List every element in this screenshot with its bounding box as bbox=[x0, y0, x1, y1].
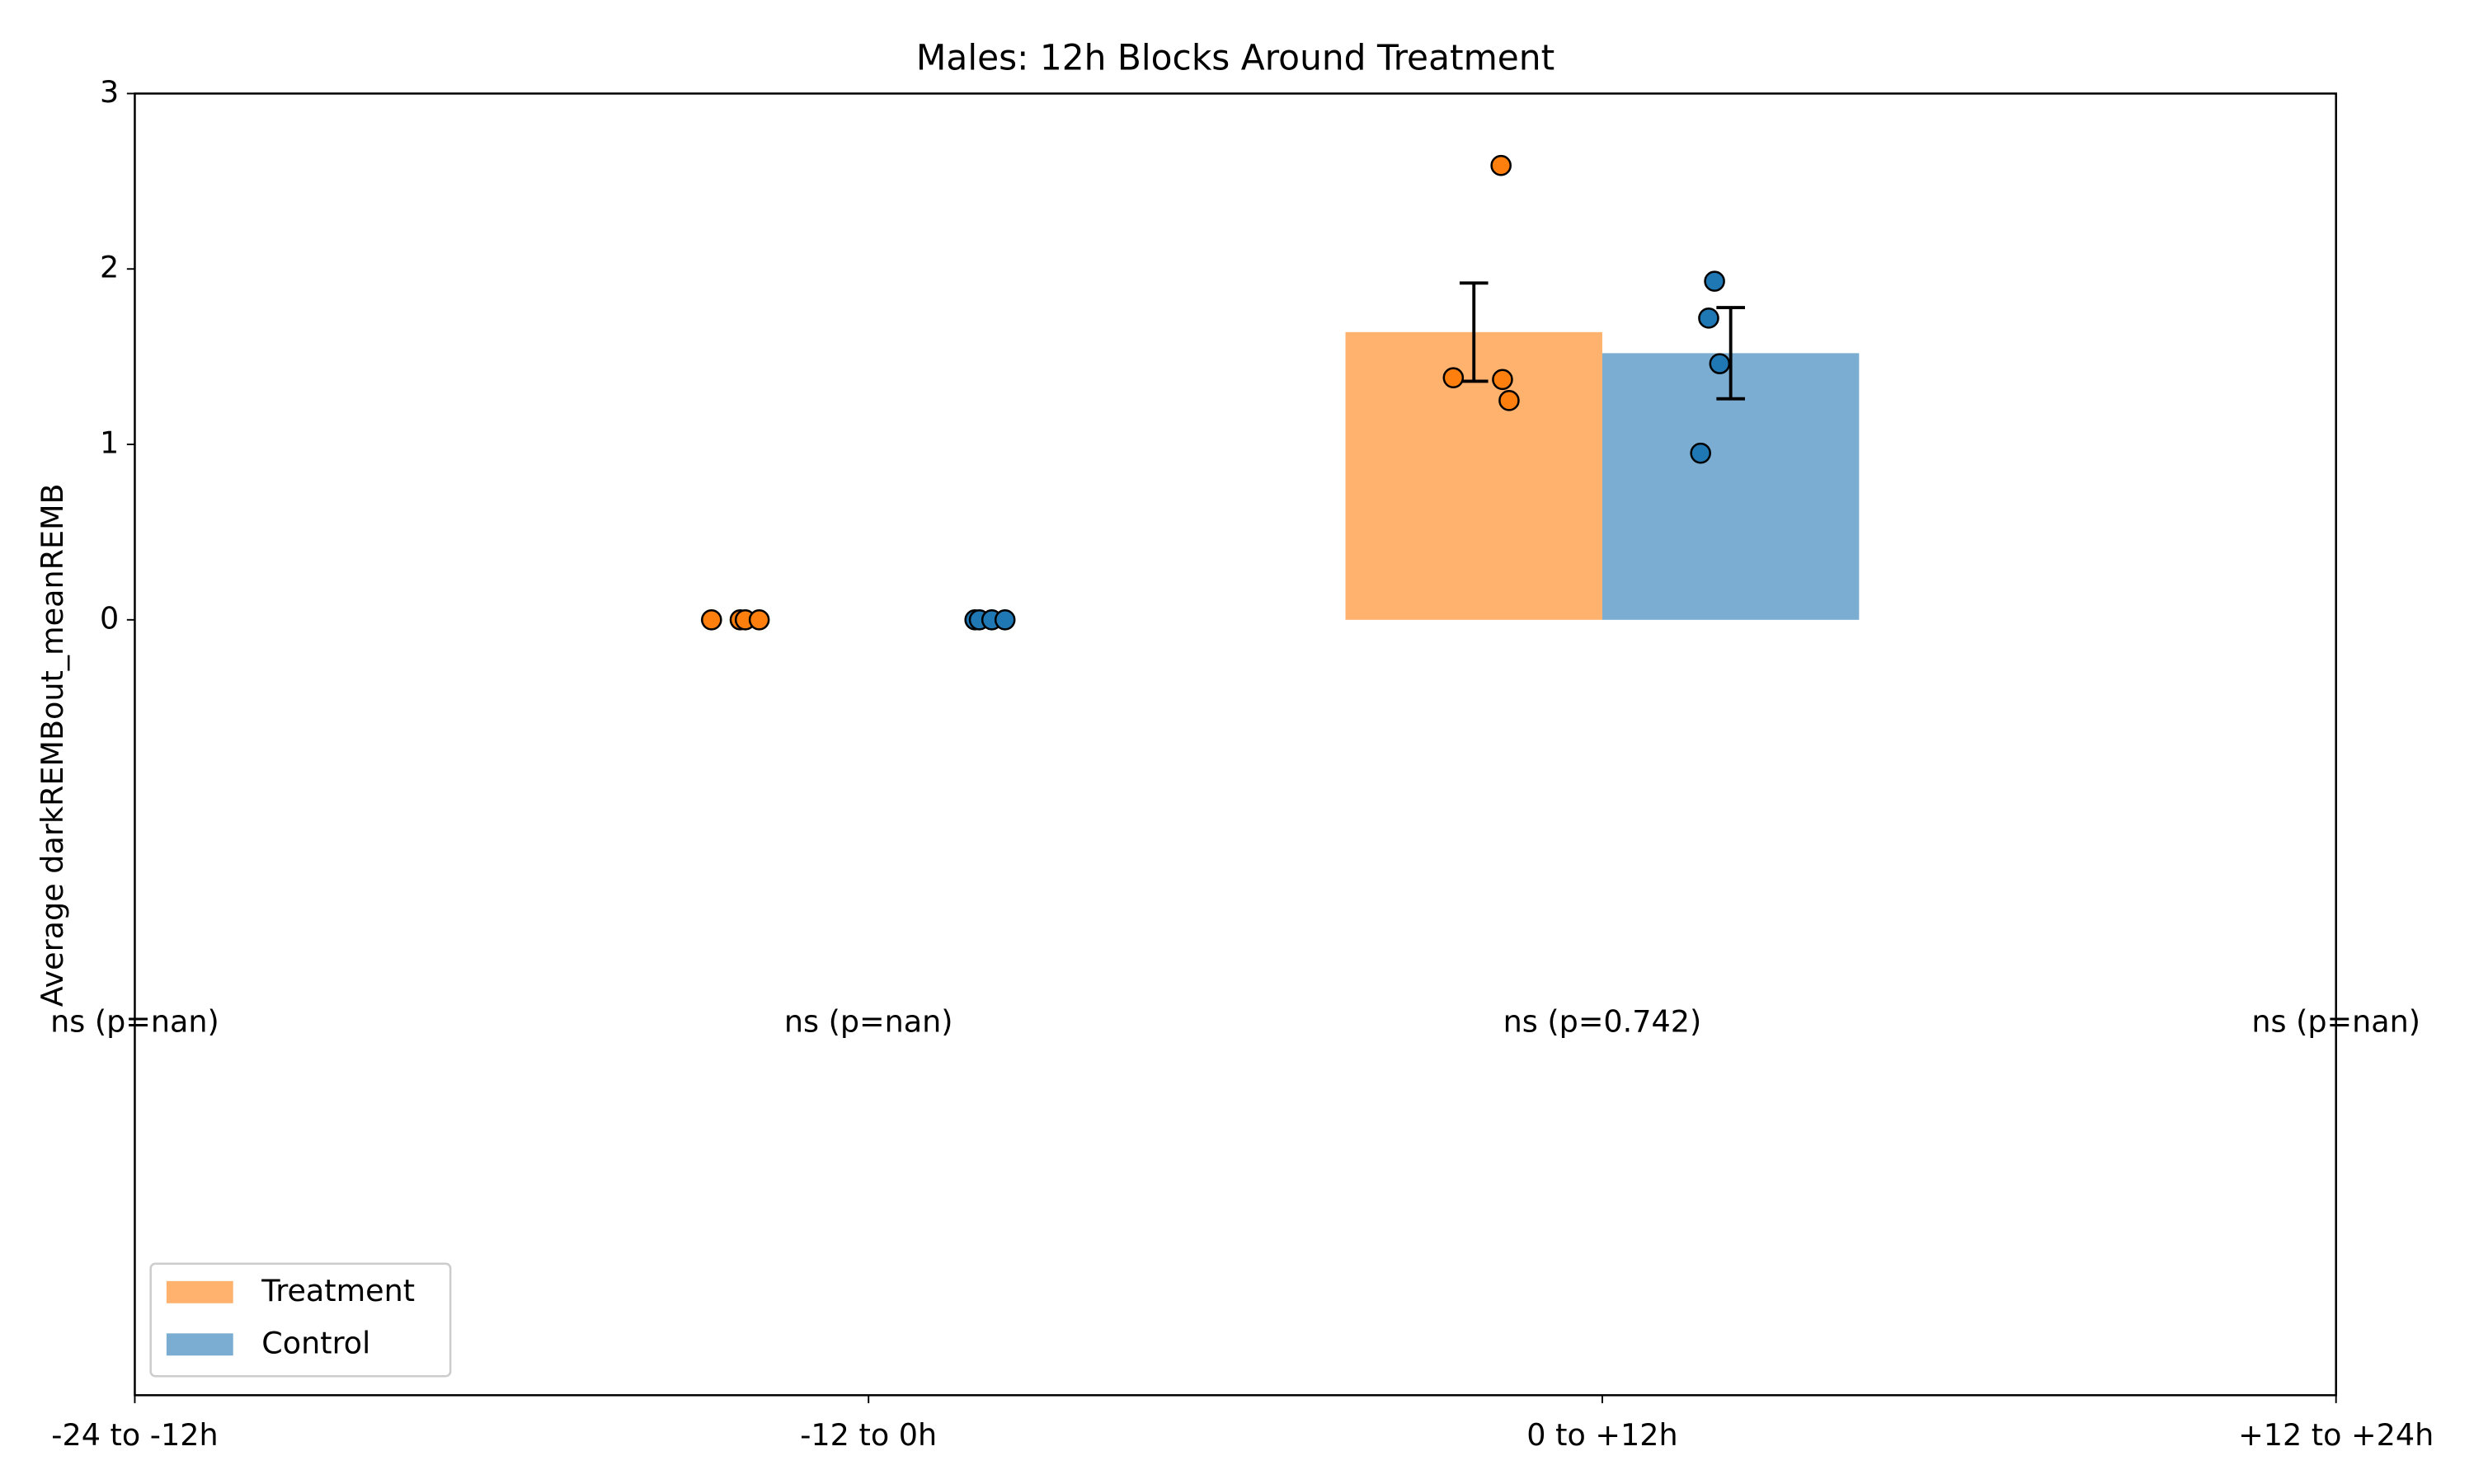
annotation: ns (p=nan) bbox=[784, 1004, 953, 1040]
y-tick-label: 2 bbox=[100, 250, 119, 285]
data-point bbox=[1492, 369, 1513, 391]
legend-swatch bbox=[166, 1333, 233, 1356]
plot-frame bbox=[134, 92, 2337, 1397]
y-tick-label: 1 bbox=[100, 425, 119, 461]
annotation: ns (p=0.742) bbox=[1503, 1004, 1702, 1040]
y-tick-label: 3 bbox=[100, 74, 119, 110]
x-tick-label: -24 to -12h bbox=[51, 1417, 218, 1453]
y-axis-label: Average darkREMBout_meanREMB bbox=[35, 483, 70, 1007]
data-point bbox=[1498, 390, 1520, 411]
y-tick-label: 0 bbox=[100, 600, 119, 636]
legend-label: Treatment bbox=[261, 1273, 415, 1308]
x-tick-label: -12 to 0h bbox=[800, 1417, 937, 1453]
legend-swatch bbox=[166, 1280, 233, 1303]
x-tick-label: +12 to +24h bbox=[2238, 1417, 2434, 1453]
data-point bbox=[1490, 154, 1512, 176]
legend-label: Control bbox=[261, 1325, 370, 1360]
chart-title: Males: 12h Blocks Around Treatment bbox=[916, 38, 1554, 78]
error-bar bbox=[1459, 281, 1489, 383]
data-point bbox=[1704, 270, 1725, 292]
error-bar bbox=[1716, 306, 1745, 401]
data-point bbox=[1709, 353, 1731, 374]
data-point bbox=[748, 609, 770, 631]
data-point bbox=[701, 609, 722, 631]
data-point bbox=[1698, 308, 1719, 329]
data-point bbox=[994, 609, 1016, 631]
data-point bbox=[1690, 442, 1711, 464]
data-point bbox=[1442, 367, 1465, 388]
x-tick-label: 0 to +12h bbox=[1526, 1417, 1677, 1453]
